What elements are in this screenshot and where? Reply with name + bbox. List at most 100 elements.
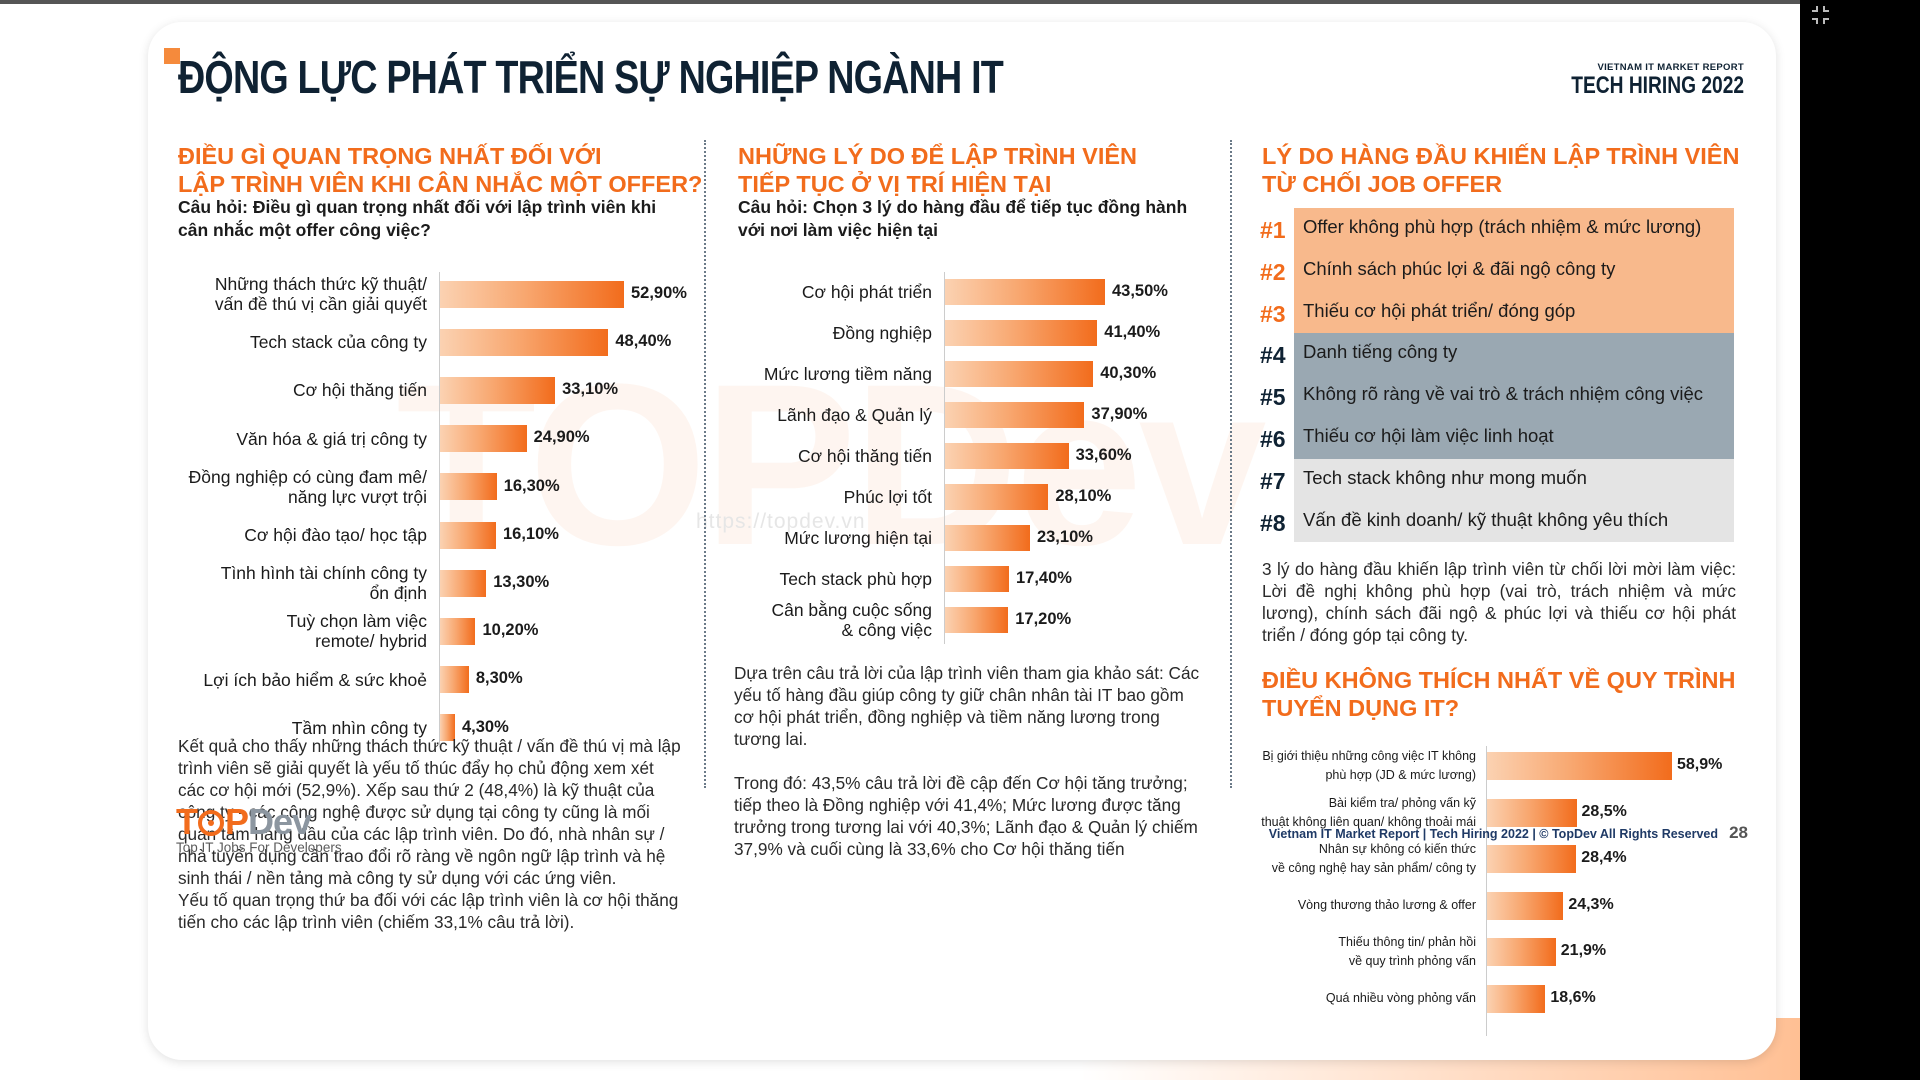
chart-category-line: Lãnh đạo & Quản lý bbox=[777, 405, 932, 425]
chart-category-line: Tình hình tài chính công ty bbox=[220, 563, 427, 584]
chart-value-label: 24,3% bbox=[1568, 895, 1614, 913]
chart-category-label: Quá nhiều vòng phỏng vấn bbox=[1326, 989, 1476, 1008]
chart-category-label: Văn hóa & giá trị công ty bbox=[236, 429, 427, 449]
chart-category-line: Mức lương hiện tại bbox=[784, 528, 932, 548]
chart-category-line: Tuỳ chọn làm việc bbox=[286, 611, 427, 632]
fullscreen-toggle-icon[interactable] bbox=[1812, 6, 1832, 30]
chart-value-label: 41,40% bbox=[1104, 322, 1161, 341]
footer-credit: Vietnam IT Market Report | Tech Hiring 2… bbox=[1268, 827, 1718, 841]
chart-category-line: Đồng nghiệp có cùng đam mê/ bbox=[188, 466, 427, 487]
section4-title-line: TUYỂN DỤNG IT? bbox=[1262, 695, 1460, 721]
rank-reason-text: Chính sách phúc lợi & đãi ngộ công ty bbox=[1303, 257, 1616, 279]
section2-title-line: TIẾP TỤC Ở VỊ TRÍ HIỆN TẠI bbox=[738, 171, 1052, 197]
chart-bar bbox=[440, 617, 476, 645]
chart-value-label: 10,20% bbox=[482, 621, 539, 640]
chart-value-label: 28,10% bbox=[1055, 486, 1112, 505]
report-brand-title: TECH HIRING 2022 bbox=[1571, 72, 1744, 99]
rank-number: #2 bbox=[1260, 258, 1286, 285]
chart-category-line: Đồng nghiệp bbox=[832, 323, 932, 343]
chart-category-line: về công nghệ hay sản phẩm/ công ty bbox=[1271, 861, 1476, 875]
rank-number: #3 bbox=[1260, 300, 1286, 327]
chart-category-line: Nhân sự không có kiến thức bbox=[1318, 842, 1476, 856]
chart-bar bbox=[440, 473, 497, 501]
chart-category-line: Tầm nhìn công ty bbox=[291, 717, 427, 738]
rank-reason-text: Tech stack không như mong muốn bbox=[1303, 466, 1587, 488]
chart-value-label: 13,30% bbox=[493, 572, 550, 591]
rank-number: #6 bbox=[1260, 426, 1286, 452]
report-brand-subtitle: VIETNAM IT MARKET REPORT bbox=[1597, 62, 1744, 73]
dark-side-panel bbox=[1800, 0, 1920, 1080]
chart-category-line: Cơ hội phát triển bbox=[801, 282, 932, 302]
chart-category-line: Quá nhiều vòng phỏng vấn bbox=[1325, 991, 1476, 1005]
chart-bar bbox=[440, 280, 624, 308]
chart-category-line: remote/ hybrid bbox=[315, 631, 427, 652]
chart-bar bbox=[945, 443, 1069, 469]
section1-paragraph: Yếu tố quan trọng thứ ba đối với các lập… bbox=[178, 890, 679, 932]
section3-title-line: LÝ DO HÀNG ĐẦU KHIẾN LẬP TRÌNH VIÊN bbox=[1262, 143, 1740, 169]
chart-category-label: Tình hình tài chính công ty ổn định bbox=[221, 563, 427, 603]
chart-value-label: 52,90% bbox=[631, 283, 687, 302]
chart-value-label: 33,10% bbox=[562, 380, 619, 399]
chart-category-line: thuật không liên quan/ không thoải mái bbox=[1261, 814, 1476, 829]
section3-title-line: TỪ CHỐI JOB OFFER bbox=[1262, 171, 1503, 197]
chart-category-line: Những thách thức kỹ thuật/ bbox=[214, 274, 427, 294]
chart-category-line: Tech stack phù hợp bbox=[779, 569, 932, 589]
rank-number: #7 bbox=[1260, 467, 1286, 494]
chart-offer-priorities: Những thách thức kỹ thuật/vấn đề thú vị … bbox=[178, 272, 687, 747]
logo-letter: T bbox=[176, 801, 198, 842]
page-title: ĐỘNG LỰC PHÁT TRIỂN SỰ NGHIỆP NGÀNH IT bbox=[178, 51, 1004, 103]
topdev-logo: T PDev bbox=[176, 801, 312, 842]
rank-reason-text: Danh tiếng công ty bbox=[1303, 341, 1458, 363]
chart-value-label: 21,9% bbox=[1560, 942, 1607, 960]
report-page: TOPDev https://topdev.vn ĐỘNG LỰC PHÁT T… bbox=[148, 22, 1776, 1060]
chart-category-label: Cân bằng cuộc sống & công việc bbox=[771, 600, 932, 640]
chart-bar bbox=[440, 569, 487, 597]
section1-title: ĐIỀU GÌ QUAN TRỌNG NHẤT ĐỐI VỚI LẬP TRÌN… bbox=[178, 142, 702, 198]
logo-letter: P bbox=[225, 801, 249, 842]
column-divider bbox=[1230, 140, 1232, 788]
rank-number: #5 bbox=[1260, 384, 1286, 411]
chart-value-label: 28,5% bbox=[1581, 802, 1627, 820]
chart-category-label: Tech stack của công ty bbox=[250, 332, 427, 352]
chart-category-line: Cơ hội thăng tiến bbox=[797, 446, 932, 466]
chart-value-label: 33,60% bbox=[1075, 445, 1132, 464]
logo-word: Dev bbox=[248, 801, 312, 842]
chart-category-label: Thiếu thông tin/ phản hồi về quy trình ph… bbox=[1338, 933, 1476, 971]
chart-category-label: Cơ hội thăng tiến bbox=[293, 380, 427, 400]
rank-reason-text: Vấn đề kinh doanh/ kỹ thuật không yêu th… bbox=[1303, 508, 1669, 530]
section1-title-line: ĐIỀU GÌ QUAN TRỌNG NHẤT ĐỐI VỚI bbox=[178, 143, 602, 169]
section3-title: LÝ DO HÀNG ĐẦU KHIẾN LẬP TRÌNH VIÊN TỪ C… bbox=[1262, 142, 1739, 198]
chart-value-label: 8,30% bbox=[475, 669, 523, 688]
chart-category-label: Cơ hội thăng tiến bbox=[798, 446, 932, 466]
column-divider bbox=[704, 140, 706, 788]
chart-category-line: Cơ hội đào tạo/ học tập bbox=[244, 525, 427, 545]
chart-bar bbox=[440, 328, 609, 356]
chart-value-label: 37,90% bbox=[1091, 404, 1148, 423]
chart-bar bbox=[1487, 752, 1672, 780]
rank-number: #8 bbox=[1260, 509, 1286, 536]
rank-reason-text: Không rõ ràng về vai trò & trách nhiệm c… bbox=[1303, 383, 1704, 405]
title-accent-square bbox=[164, 48, 180, 64]
section2-title-line: NHỮNG LÝ DO ĐỂ LẬP TRÌNH VIÊN bbox=[738, 143, 1138, 169]
section3-paragraph: 3 lý do hàng đầu khiến lập trình viên từ… bbox=[1262, 559, 1736, 645]
chart-category-line: ổn định bbox=[369, 583, 427, 604]
chart-category-label: Tech stack phù hợp bbox=[779, 569, 932, 589]
chart-category-line: Lợi ích bảo hiểm & sức khoẻ bbox=[203, 669, 427, 690]
rank-reason-text: Offer không phù hợp (trách nhiệm & mức l… bbox=[1303, 216, 1702, 237]
chart-category-label: Mức lương tiềm năng bbox=[764, 364, 932, 384]
section4-title-line: ĐIỀU KHÔNG THÍCH NHẤT VỀ QUY TRÌNH bbox=[1262, 667, 1736, 693]
rank-reason-text: Thiếu cơ hội phát triển/ đóng góp bbox=[1303, 299, 1576, 321]
chart-axis bbox=[439, 272, 440, 747]
chart-bar bbox=[945, 484, 1049, 510]
chart-category-label: Bị giới thiệu những công việc IT không ph… bbox=[1262, 747, 1476, 785]
chart-value-label: 40,30% bbox=[1100, 363, 1157, 382]
section2-paragraph: Dựa trên câu trả lời của lập trình viên … bbox=[734, 663, 1200, 749]
section1-title-line: LẬP TRÌNH VIÊN KHI CÂN NHẮC MỘT OFFER? bbox=[178, 171, 703, 197]
chart-category-label: Cơ hội đào tạo/ học tập bbox=[244, 525, 427, 545]
window-top-bar bbox=[0, 0, 1800, 4]
chart-value-label: 4,30% bbox=[461, 717, 509, 736]
chart-category-label: Tầm nhìn công ty bbox=[292, 718, 427, 738]
chart-value-label: 48,40% bbox=[615, 331, 672, 350]
chart-category-line: năng lực vượt trội bbox=[288, 486, 427, 507]
chart-bar bbox=[945, 402, 1085, 428]
